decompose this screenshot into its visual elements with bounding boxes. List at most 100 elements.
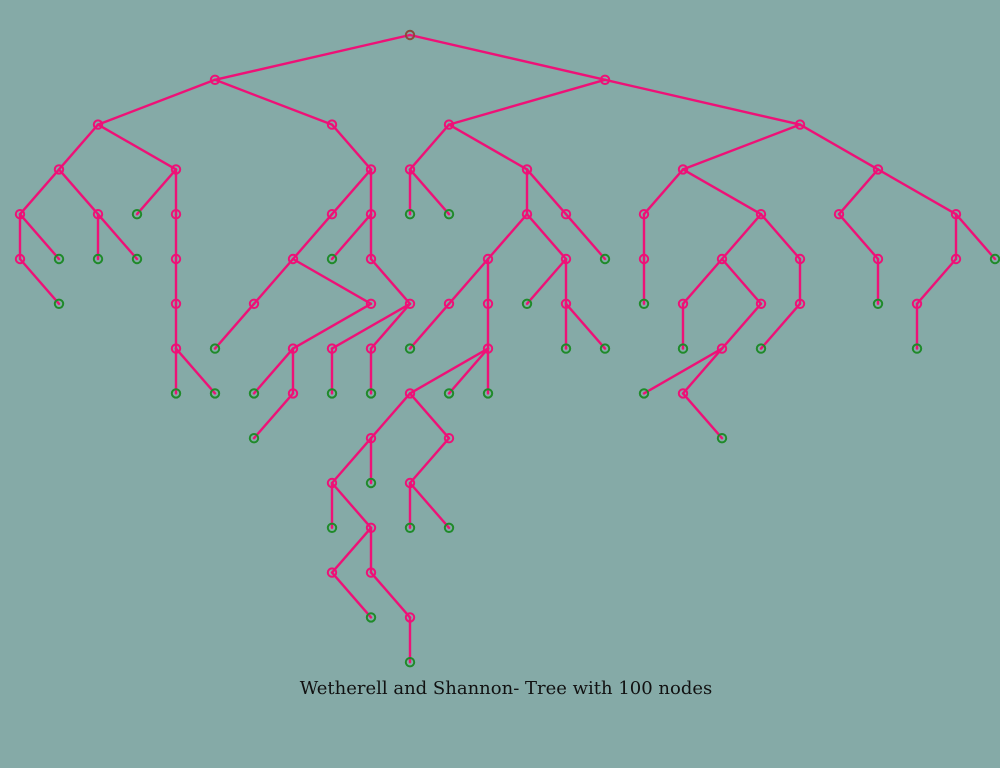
tree-edge <box>954 212 997 261</box>
tree-node <box>326 119 338 130</box>
tree-edge <box>759 212 802 261</box>
tree-edge <box>642 168 685 216</box>
tree-edge <box>798 123 880 171</box>
tree-node <box>365 253 377 265</box>
tree-edge <box>330 212 373 261</box>
tree-leaf-node <box>872 298 884 309</box>
tree-node <box>833 209 845 220</box>
tree-edge <box>564 302 607 350</box>
tree-node <box>404 612 416 623</box>
tree-edge <box>330 168 373 216</box>
tree-node <box>443 298 455 309</box>
tree-leaf-node <box>482 388 494 399</box>
tree-node <box>560 253 572 265</box>
tree-edge <box>681 257 724 305</box>
tree-node <box>326 477 338 489</box>
tree-node <box>950 209 962 220</box>
tree-leaf-node <box>404 657 416 668</box>
tree-edge <box>408 481 451 529</box>
tree-leaf-node <box>92 253 104 265</box>
tree-node <box>950 253 962 265</box>
tree-leaf-node <box>248 388 260 399</box>
tree-root-node <box>404 29 416 41</box>
tree-edge <box>447 78 607 126</box>
tree-edge <box>96 78 217 126</box>
tree-node <box>365 522 377 533</box>
tree-node <box>716 253 728 265</box>
tree-node <box>443 433 455 444</box>
tree-node <box>560 298 572 309</box>
tree-leaf-node <box>53 253 65 265</box>
tree-node <box>170 343 182 354</box>
tree-edge <box>681 347 724 395</box>
tree-edge <box>96 123 178 171</box>
tree-leaf-node <box>404 522 416 533</box>
tree-edge <box>213 78 334 126</box>
tree-node <box>599 74 611 86</box>
tree-edge <box>525 212 568 261</box>
tree-node <box>170 253 182 265</box>
tree-edge <box>408 168 451 216</box>
tree-node <box>443 119 455 130</box>
tree-edge <box>564 212 607 261</box>
tree-node <box>794 298 806 309</box>
tree-edge <box>57 123 100 171</box>
tree-edge <box>252 347 295 395</box>
tree-node <box>365 164 377 175</box>
tree-leaf-node <box>911 343 923 354</box>
tree-node <box>14 209 26 220</box>
tree-leaf-node <box>443 522 455 533</box>
tree-edge <box>408 123 451 171</box>
diagram-caption: Wetherell and Shannon- Tree with 100 nod… <box>299 678 713 699</box>
tree-node <box>326 343 338 354</box>
tree-edge <box>681 123 802 171</box>
tree-node <box>794 119 806 130</box>
tree-edge <box>330 437 373 485</box>
tree-edge <box>213 33 412 82</box>
tree-leaf-node <box>755 343 767 354</box>
tree-node <box>404 164 416 175</box>
tree-node <box>287 253 299 265</box>
tree-edge <box>408 33 607 82</box>
tree-node <box>404 388 416 399</box>
tree-node <box>872 253 884 265</box>
tree-edge <box>330 526 373 574</box>
tree-leaf-node <box>326 388 338 399</box>
tree-edge <box>720 302 763 350</box>
tree-node <box>404 298 416 309</box>
tree-edge <box>447 123 529 171</box>
tree-edge <box>213 302 256 350</box>
tree-edge <box>135 168 178 216</box>
tree-edge <box>408 437 451 485</box>
tree-node <box>638 253 650 265</box>
tree-node <box>170 209 182 220</box>
tree-node <box>365 567 377 578</box>
tree-node <box>404 477 416 489</box>
tree-node <box>365 343 377 354</box>
tree-leaf-node <box>326 253 338 265</box>
tree-edge <box>837 212 880 261</box>
tree-edge <box>837 168 880 216</box>
tree-edge <box>681 168 763 216</box>
tree-node <box>287 388 299 399</box>
tree-node <box>326 209 338 220</box>
tree-edge <box>252 257 295 305</box>
tree-edge <box>642 347 724 395</box>
tree-node <box>521 209 533 220</box>
tree-node <box>170 164 182 175</box>
tree-nodes <box>14 29 1000 668</box>
tree-node <box>677 388 689 399</box>
tree-edge <box>18 168 61 216</box>
tree-edge <box>330 123 373 171</box>
tree-leaf-node <box>443 209 455 220</box>
tree-edge <box>525 257 568 305</box>
tree-edge <box>291 212 334 261</box>
tree-leaf-node <box>989 253 1000 265</box>
tree-node <box>248 298 260 309</box>
tree-edge <box>18 212 61 261</box>
tree-node <box>92 119 104 130</box>
tree-leaf-node <box>560 343 572 354</box>
tree-leaf-node <box>131 253 143 265</box>
tree-leaf-node <box>248 433 260 444</box>
tree-node <box>794 253 806 265</box>
